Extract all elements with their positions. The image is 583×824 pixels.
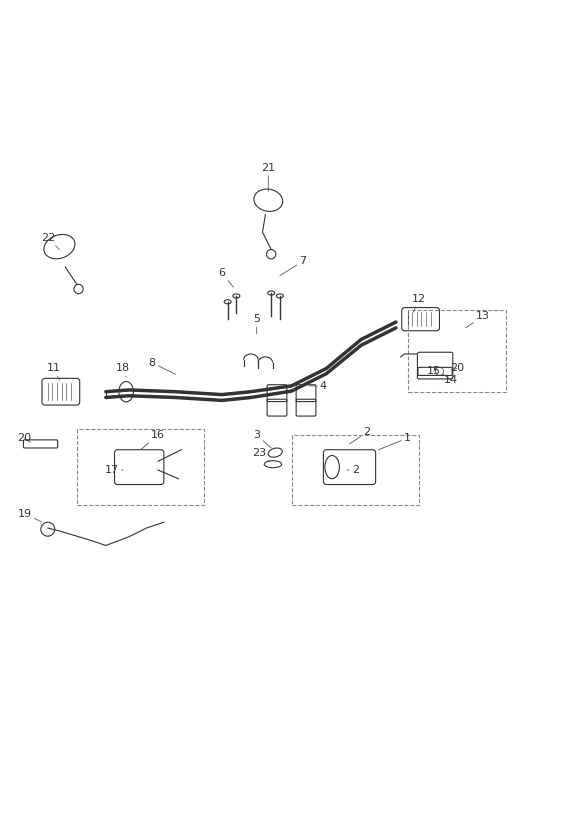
Text: 4: 4 <box>309 381 327 391</box>
Text: 11: 11 <box>47 363 61 380</box>
Text: 7: 7 <box>280 256 307 276</box>
Text: 16: 16 <box>141 430 165 450</box>
Text: 1: 1 <box>378 433 411 450</box>
Text: 21: 21 <box>261 163 275 191</box>
Text: 19: 19 <box>17 508 42 522</box>
Text: 12: 12 <box>412 294 426 312</box>
Text: 14: 14 <box>444 374 458 385</box>
Text: 13: 13 <box>466 311 490 328</box>
Text: 17: 17 <box>104 465 123 475</box>
Text: 20: 20 <box>450 363 464 373</box>
Text: 2: 2 <box>347 465 359 475</box>
Text: 2: 2 <box>350 428 370 444</box>
Text: 20: 20 <box>17 433 31 443</box>
Text: 5: 5 <box>253 314 260 334</box>
Text: 8: 8 <box>149 358 175 374</box>
Text: 22: 22 <box>41 233 59 250</box>
Text: 6: 6 <box>219 268 233 288</box>
Text: 15: 15 <box>427 367 441 377</box>
Text: 23: 23 <box>252 447 269 461</box>
Text: 3: 3 <box>253 430 271 448</box>
Text: 18: 18 <box>116 363 130 377</box>
